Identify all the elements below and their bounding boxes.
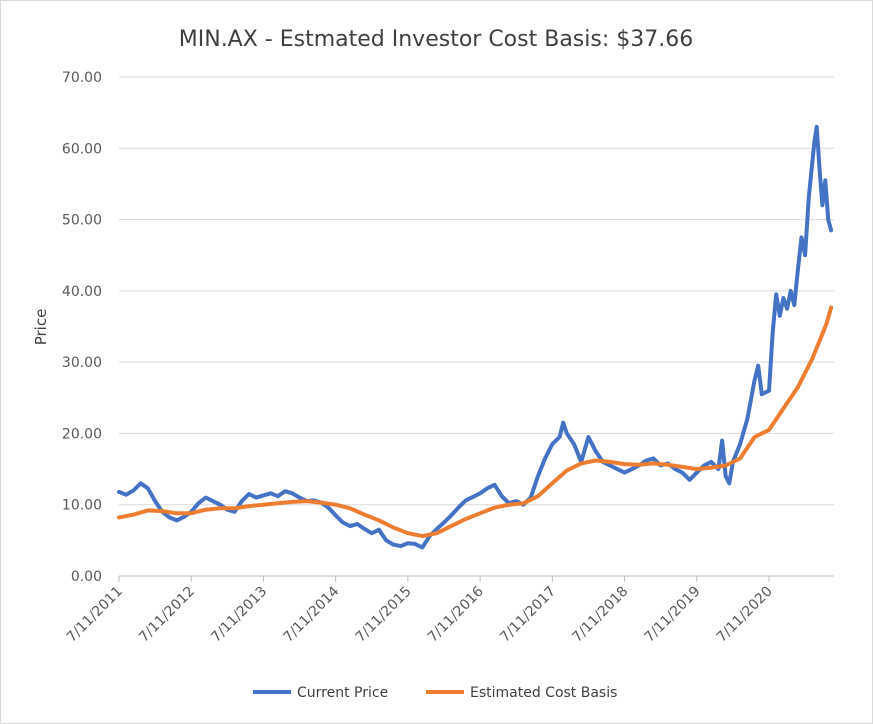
y-tick-label: 30.00 xyxy=(62,355,102,371)
chart-title: MIN.AX - Estmated Investor Cost Basis: $… xyxy=(179,27,693,52)
x-tick-label: 7/11/2012 xyxy=(136,584,198,646)
legend-label-estimated-cost-basis: Estimated Cost Basis xyxy=(470,685,617,701)
legend-label-current-price: Current Price xyxy=(297,685,388,701)
y-tick-label: 10.00 xyxy=(62,498,102,514)
legend: Current Price Estimated Cost Basis xyxy=(253,685,617,701)
x-tick-label: 7/11/2011 xyxy=(64,584,126,646)
x-axis-ticks: 7/11/2011 7/11/2012 7/11/2013 7/11/2014 7/11… xyxy=(64,576,776,646)
series-lines xyxy=(117,124,834,550)
x-tick-label: 7/11/2013 xyxy=(208,584,270,646)
gridlines xyxy=(119,76,834,577)
x-tick-label: 7/11/2017 xyxy=(497,584,559,646)
y-tick-label: 60.00 xyxy=(62,141,102,157)
y-axis-label: Price xyxy=(32,309,50,346)
y-tick-label: 40.00 xyxy=(62,284,102,300)
y-tick-label: 50.00 xyxy=(62,213,102,229)
y-axis-ticks: 0.00 10.00 20.00 30.00 40.00 50.00 60.00 70.00 xyxy=(62,70,102,585)
y-tick-label: 70.00 xyxy=(62,70,102,86)
y-tick-label: 20.00 xyxy=(62,426,102,442)
x-tick-label: 7/11/2019 xyxy=(642,584,704,646)
x-tick-label: 7/11/2020 xyxy=(714,584,776,646)
x-tick-label: 7/11/2016 xyxy=(425,583,487,645)
x-tick-label: 7/11/2018 xyxy=(569,584,631,646)
series-line-current-price xyxy=(117,124,834,550)
x-tick-label: 7/11/2015 xyxy=(353,584,415,646)
series-line-estimated-cost-basis xyxy=(117,305,834,539)
y-tick-label: 0.00 xyxy=(71,569,102,585)
x-tick-label: 7/11/2014 xyxy=(280,583,342,645)
